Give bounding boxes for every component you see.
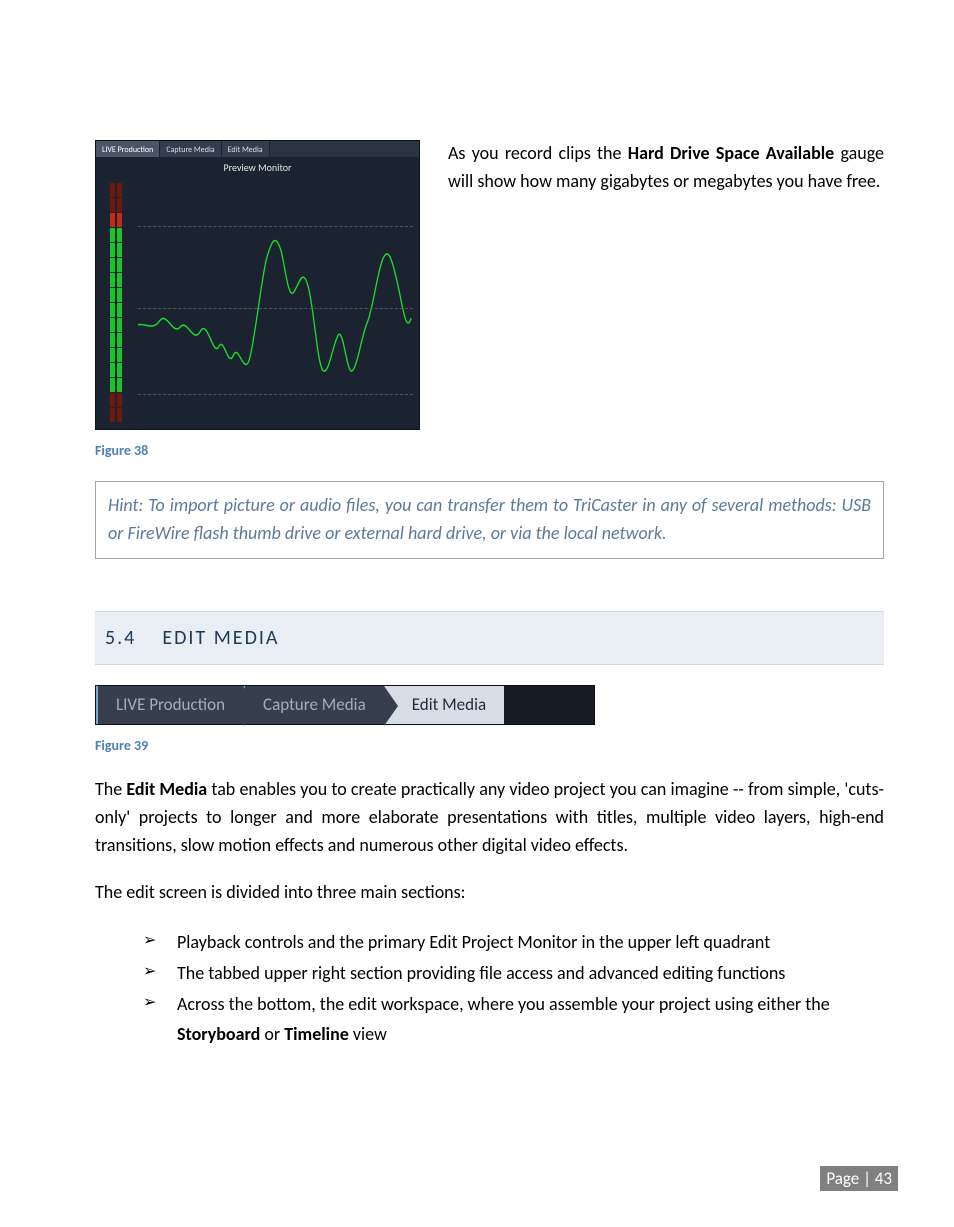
dashline-1 [138,226,413,227]
list-item: Playback controls and the primary Edit P… [143,927,884,958]
list-item: The tabbed upper right section providing… [143,958,884,989]
list-item: Across the bottom, the edit workspace, w… [143,989,884,1050]
text: tab enables you to create practically an… [95,778,884,856]
screenshot-tab-edit[interactable]: Edit Media [222,141,270,157]
screenshot-tabs: LIVE Production Capture Media Edit Media [96,141,419,157]
audio-meter [110,183,124,423]
meter-left [110,183,115,423]
screenshot-title: Preview Monitor [96,157,419,180]
page-footer: Page | 43 [820,1166,898,1191]
text: The [95,778,126,800]
hard-drive-paragraph: As you record clips the Hard Drive Space… [448,140,884,196]
dashline-2 [138,308,413,309]
screenshot-body [102,183,413,423]
text: or [260,1023,284,1045]
page: LIVE Production Capture Media Edit Media… [0,0,954,1227]
edit-media-bold: Edit Media [126,778,207,800]
section-title: EDIT MEDIA [162,626,279,650]
hint-box: Hint: To import picture or audio files, … [95,481,884,559]
tab-edit-media[interactable]: Edit Media [384,686,504,724]
section-number: 5.4 [105,626,136,650]
storyboard-bold: Storyboard [177,1023,260,1045]
tab-live-production[interactable]: LIVE Production [96,686,243,724]
edit-media-paragraph: The Edit Media tab enables you to create… [95,776,884,860]
sections-list: Playback controls and the primary Edit P… [95,927,884,1049]
figure-38-caption: Figure 38 [95,442,884,459]
screenshot-tab-live[interactable]: LIVE Production [96,141,160,157]
section-heading: 5.4 EDIT MEDIA [95,611,884,665]
text: As you record clips the [448,142,628,164]
meter-right [117,183,122,423]
text: Across the bottom, the edit workspace, w… [177,993,830,1015]
sections-intro: The edit screen is divided into three ma… [95,879,884,907]
preview-monitor-screenshot: LIVE Production Capture Media Edit Media… [95,140,420,430]
tab-capture-media[interactable]: Capture Media [243,686,384,724]
waveform [138,183,413,423]
screenshot-tab-capture[interactable]: Capture Media [160,141,221,157]
tabstrip-figure: LIVE Production Capture Media Edit Media [95,685,595,725]
timeline-bold: Timeline [284,1023,349,1045]
waveform-area [138,183,413,423]
dashline-3 [138,394,413,395]
top-row: LIVE Production Capture Media Edit Media… [95,140,884,430]
figure-39-caption: Figure 39 [95,737,884,754]
tabstrip-filler [504,686,594,724]
hard-drive-bold: Hard Drive Space Available [628,142,835,164]
text: view [349,1023,387,1045]
